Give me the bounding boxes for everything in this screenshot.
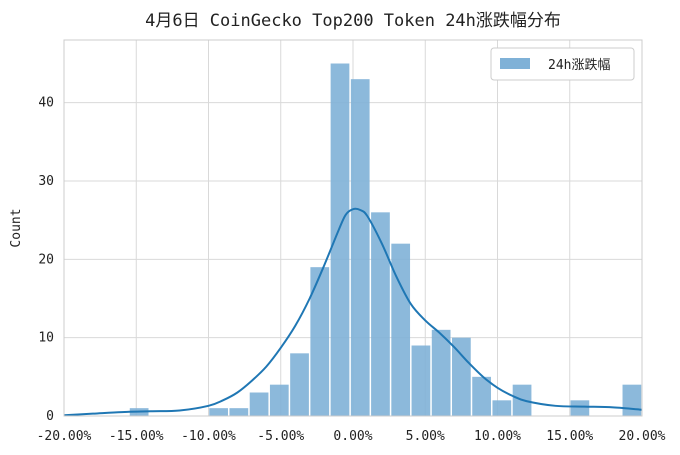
histogram-bar <box>209 408 228 416</box>
histogram-bar <box>391 243 411 416</box>
histogram-bar <box>269 384 289 416</box>
histogram-bar <box>622 384 642 416</box>
x-tick-label: 5.00% <box>406 429 445 444</box>
x-tick-label: -20.00% <box>37 429 92 444</box>
histogram-bar <box>310 267 330 416</box>
y-axis-ticks: 0 10 20 30 40 <box>38 96 54 424</box>
histogram-bar <box>492 400 512 416</box>
x-tick-label: -5.00% <box>257 429 304 444</box>
y-axis-label: Count <box>9 208 24 247</box>
y-tick-label: 0 <box>46 409 54 424</box>
legend: 24h涨跌幅 <box>490 47 635 81</box>
chart-title: 4月6日 CoinGecko Top200 Token 24h涨跌幅分布 <box>145 11 561 31</box>
y-tick-label: 30 <box>38 174 54 189</box>
legend-label: 24h涨跌幅 <box>548 57 610 73</box>
histogram-bar <box>472 376 491 416</box>
histogram-bar <box>229 408 249 416</box>
histogram-bars <box>129 63 642 417</box>
x-tick-label: 0.00% <box>333 429 372 444</box>
histogram-bar <box>371 212 390 416</box>
y-tick-label: 40 <box>38 96 54 111</box>
x-axis-ticks: -20.00% -15.00% -10.00% -5.00% 0.00% 5.00% 10.… <box>37 429 666 444</box>
histogram-bar <box>570 400 590 416</box>
y-tick-label: 20 <box>38 252 54 267</box>
histogram-bar <box>330 63 350 416</box>
histogram-bar <box>452 337 471 416</box>
histogram-bar <box>411 345 431 416</box>
x-tick-label: -15.00% <box>109 429 164 444</box>
x-tick-label: 10.00% <box>474 429 521 444</box>
x-tick-label: 15.00% <box>546 429 593 444</box>
y-tick-label: 10 <box>38 331 54 346</box>
histogram-bar <box>431 329 451 416</box>
histogram-bar <box>350 79 370 417</box>
legend-swatch <box>500 58 530 69</box>
plot-frame <box>63 39 643 417</box>
x-tick-label: -10.00% <box>181 429 236 444</box>
kde-curve <box>63 207 643 417</box>
histogram-bar <box>249 392 269 416</box>
legend-box <box>490 47 635 81</box>
histogram-bar <box>290 353 309 416</box>
x-tick-label: 20.00% <box>619 429 666 444</box>
